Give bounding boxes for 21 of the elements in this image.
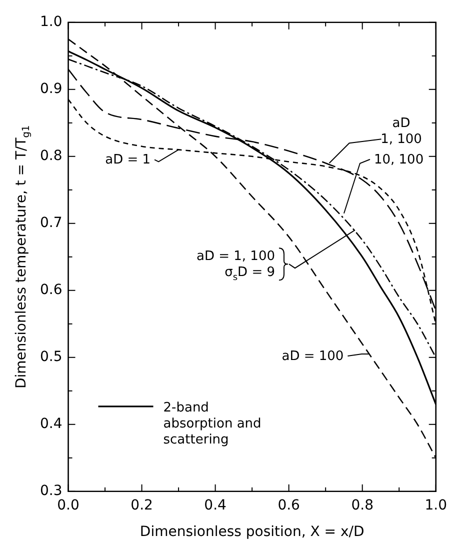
y-tick-label: 0.8: [40, 148, 62, 164]
y-tick-label: 0.7: [40, 215, 62, 232]
x-tick-label: 1.0: [424, 497, 447, 514]
y-tick-label: 0.3: [40, 483, 62, 500]
annotation: aD 1, 100: [380, 116, 422, 148]
x-tick-label: 0.2: [130, 497, 153, 514]
annotation: aD = 1: [105, 152, 151, 168]
y-tick-label: 0.9: [40, 81, 62, 98]
annotation: aD = 100: [282, 349, 344, 364]
x-tick-label: 0.6: [278, 497, 300, 514]
x-tick-label: 0.4: [204, 497, 227, 514]
x-tick-label: 0.8: [351, 497, 374, 514]
x-axis-title: Dimensionless position, X = x/D: [140, 524, 364, 540]
y-tick-label: 1.0: [40, 14, 62, 30]
legend-label: 2-band absorption and scattering: [163, 400, 262, 448]
y-tick-label: 0.5: [40, 349, 62, 366]
y-tick-label: 0.6: [40, 282, 62, 298]
annotation: 10, 100: [374, 152, 424, 168]
y-tick-label: 0.4: [40, 416, 62, 432]
x-tick-label: 0.0: [57, 497, 80, 514]
y-axis-title: Dimensionless temperature, t = T/Tg1: [14, 125, 32, 389]
